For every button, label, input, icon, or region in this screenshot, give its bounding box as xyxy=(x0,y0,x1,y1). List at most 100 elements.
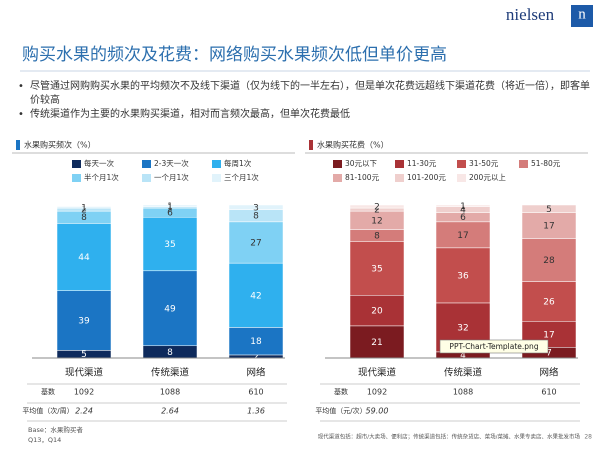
category-label: 网络 xyxy=(246,367,266,379)
legend-label: 三个月1次 xyxy=(224,172,259,182)
data-label: 5 xyxy=(81,350,87,360)
bullet: 尽管通过网购购买水果的平均频次不及线下渠道（仅为线下的一半左右），但是单次花费远… xyxy=(18,80,590,108)
legend-swatch xyxy=(212,174,221,182)
footer-note: 现代渠道包括：超市/大卖场、便利店；传统渠道包括：传统杂货店、菜场/菜摊、水果专… xyxy=(318,433,581,441)
chart-header-marker xyxy=(16,140,20,150)
legend-label: 51-80元 xyxy=(531,159,561,168)
bar-segment xyxy=(435,221,491,249)
chart-title: 水果购买花费（%） xyxy=(317,140,389,150)
footer-questions: Q13，Q14 xyxy=(28,436,61,444)
legend-label: 每天一次 xyxy=(84,158,114,168)
data-label: 7 xyxy=(546,349,552,359)
data-label: 44 xyxy=(78,253,90,263)
data-label: 17 xyxy=(457,231,468,241)
data-label: 1 xyxy=(460,202,466,212)
table-row-label: 平均值（元/次） xyxy=(315,406,366,415)
legend-swatch xyxy=(457,174,466,182)
chart-header-marker xyxy=(309,140,313,150)
legend-label: 200元以上 xyxy=(469,173,506,182)
table-row-label: 平均值（次/周） xyxy=(22,406,73,415)
bar-segment xyxy=(435,247,491,304)
data-label: 8 xyxy=(81,213,87,223)
data-label: 20 xyxy=(371,307,383,317)
bar-segment xyxy=(349,295,405,327)
bar-segment xyxy=(435,204,491,207)
data-label: 2 xyxy=(81,206,87,216)
data-label: 6 xyxy=(167,209,173,219)
footer-base: Base：水果购买者 xyxy=(28,425,83,434)
data-label: 39 xyxy=(78,317,90,327)
bar-segment xyxy=(56,223,112,291)
legend-swatch xyxy=(142,160,151,168)
legend-swatch xyxy=(395,174,404,182)
legend-swatch xyxy=(72,174,81,182)
table-cell: 610 xyxy=(541,388,556,397)
legend-swatch xyxy=(457,160,466,168)
data-label: 32 xyxy=(457,323,468,333)
data-label: 18 xyxy=(250,337,262,347)
data-label: 1 xyxy=(167,203,173,213)
category-label: 现代渠道 xyxy=(65,367,104,379)
data-label: 21 xyxy=(371,338,382,348)
legend-swatch xyxy=(333,174,342,182)
page-number: 28 xyxy=(584,434,592,441)
data-label: 4 xyxy=(460,206,466,216)
logo-mark: n xyxy=(578,6,586,22)
bar-segment xyxy=(56,206,112,209)
table-cell: 59.00 xyxy=(366,407,389,416)
table-cell: 1088 xyxy=(160,388,180,397)
data-label: 1 xyxy=(81,203,87,213)
table-cell: 1.36 xyxy=(247,407,265,416)
table-cell: 2.24 xyxy=(75,407,93,416)
table-cell: 1092 xyxy=(367,388,387,397)
bar-segment xyxy=(142,204,198,207)
table-cell: 1092 xyxy=(74,388,94,397)
legend-label: 101-200元 xyxy=(407,173,446,182)
legend-label: 31-50元 xyxy=(469,159,499,168)
tooltip: PPT-Chart-Template.png xyxy=(449,342,538,351)
title: 购买水果的频次及花费：网络购买水果频次低但单价更高 xyxy=(22,45,447,65)
table-cell: 1088 xyxy=(453,388,473,397)
table-row-label: 基数 xyxy=(334,387,348,396)
data-label: 35 xyxy=(164,240,175,250)
legend-swatch xyxy=(395,160,404,168)
bar-segment xyxy=(521,238,577,282)
data-label: 2 xyxy=(253,352,259,362)
bullet: 传统渠道作为主要的水果购买渠道，相对而言频次最高，但单次花费最低 xyxy=(18,108,590,122)
bar-segment xyxy=(56,290,112,351)
legend-label: 每周1次 xyxy=(224,158,252,168)
category-label: 现代渠道 xyxy=(358,367,397,379)
bar-segment xyxy=(228,204,284,210)
bar-segment xyxy=(228,221,284,264)
legend-swatch xyxy=(142,174,151,182)
bar-segment xyxy=(142,270,198,347)
legend-swatch xyxy=(72,160,81,168)
bar-segment xyxy=(228,262,284,328)
data-label: 8 xyxy=(253,212,259,222)
legend-label: 半个月1次 xyxy=(84,172,119,182)
legend-label: 81-100元 xyxy=(345,173,380,182)
bar-segment xyxy=(349,241,405,296)
bar-segment xyxy=(142,216,198,272)
data-label: 2 xyxy=(374,203,380,213)
data-label: 36 xyxy=(457,271,469,281)
data-label: 26 xyxy=(543,297,555,307)
bar-segment xyxy=(521,204,577,213)
data-label: 2 xyxy=(374,206,380,216)
table-cell: 2.64 xyxy=(161,407,179,416)
bar-segment xyxy=(521,212,577,239)
data-label: 27 xyxy=(250,238,261,248)
category-label: 传统渠道 xyxy=(444,367,483,379)
bar-segment xyxy=(349,325,405,359)
data-label: 28 xyxy=(543,256,555,266)
legend-label: 一个月1次 xyxy=(154,172,189,182)
data-label: 42 xyxy=(250,291,261,301)
logo-box xyxy=(571,5,593,27)
logo: nielsen xyxy=(506,5,555,24)
tooltip-box xyxy=(439,339,549,354)
legend-label: 30元以下 xyxy=(345,159,378,168)
data-label: 5 xyxy=(546,205,552,215)
bar-segment xyxy=(521,281,577,322)
